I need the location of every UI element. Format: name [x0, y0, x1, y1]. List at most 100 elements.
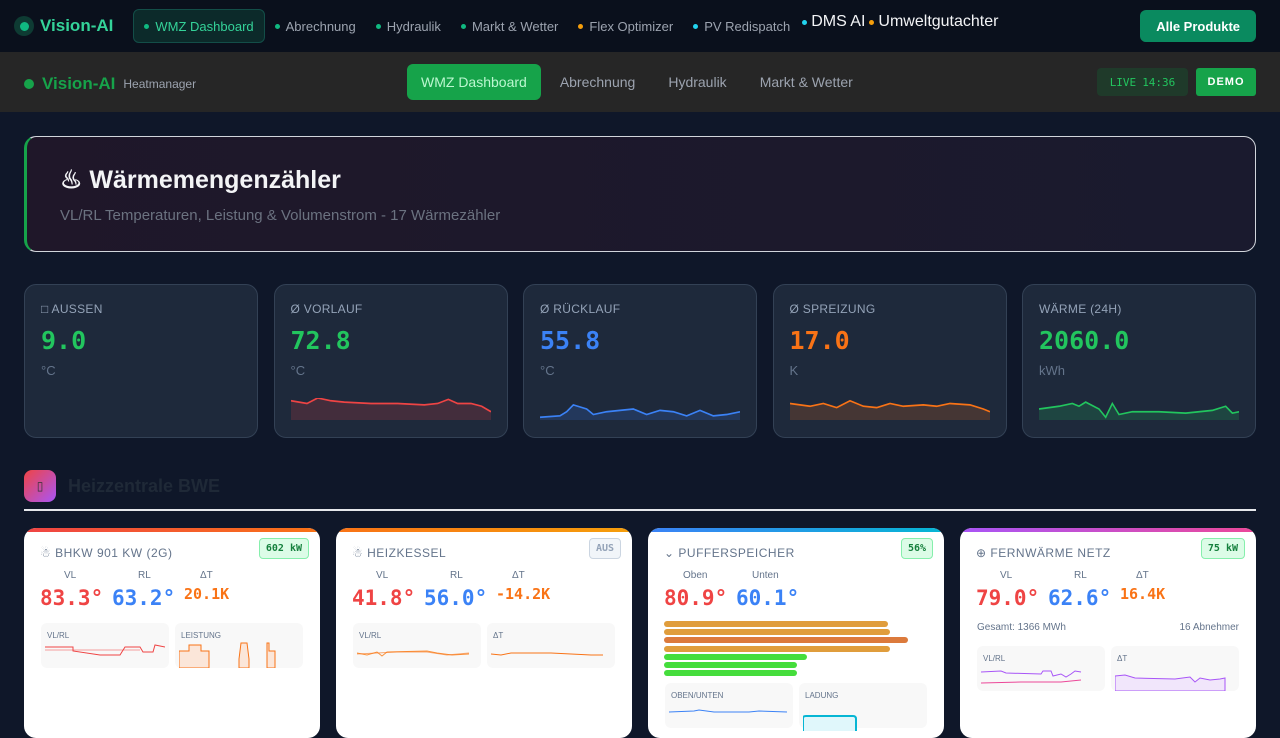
stat-label: Ø VORLAUF: [290, 302, 363, 316]
stat-card[interactable]: Ø SPREIZUNG 17.0 K: [772, 284, 1007, 438]
card-bhkw[interactable]: ☃ BHKW 901 KW (2G) 602 kW VL RL ΔT 83.3°…: [24, 528, 320, 738]
stat-value: 72.8: [290, 326, 351, 355]
chart-ladung: LADUNG: [799, 683, 927, 731]
storage-layer-bar: [664, 645, 891, 652]
label-dt: ΔT: [512, 570, 525, 581]
power-badge: 75 kW: [1200, 538, 1245, 559]
label: Umweltgutachter: [878, 13, 999, 30]
stat-card[interactable]: Ø VORLAUF 72.8 °C: [273, 284, 508, 438]
title: PUFFERSPEICHER: [678, 546, 795, 560]
storage-layer-bar: [664, 653, 807, 660]
app-nav: WMZ Dashboard Abrechnung Hydraulik Markt…: [407, 64, 872, 100]
brand-name: Vision-AI: [40, 16, 114, 35]
app-subtitle: Heatmanager: [123, 77, 197, 91]
stat-value: 55.8: [540, 326, 601, 355]
storage-layer-bar: [664, 662, 797, 668]
value-dt: -14.2K: [496, 585, 551, 603]
label: Hydraulik: [386, 18, 441, 34]
nav-wmz-dashboard[interactable]: WMZ Dashboard: [407, 64, 541, 100]
value-unten: 60.1°: [736, 586, 800, 610]
time: 14:36: [1142, 75, 1176, 89]
storage-layer-bar: [664, 629, 891, 636]
chart-dt: ΔT: [1111, 646, 1239, 691]
brand-logo[interactable]: Vision-AI: [14, 16, 113, 36]
demo-badge[interactable]: DEMO: [1196, 68, 1256, 96]
card-title: ☃ HEIZKESSEL: [352, 546, 446, 560]
fire-icon: ☃: [40, 546, 52, 560]
value-vl: 79.0°: [976, 586, 1040, 610]
live-clock: LIVE 14:36: [1097, 68, 1188, 96]
storage-layer-bar: [664, 621, 888, 627]
card-title: ⊕ FERNWÄRME NETZ: [976, 546, 1111, 560]
label-rl: RL: [138, 570, 151, 581]
chart-leistung: LEISTUNG: [175, 623, 303, 668]
title-text: Wärmemengenzähler: [89, 166, 341, 194]
stat-card[interactable]: WÄRME (24H) 2060.0 kWh: [1022, 284, 1256, 438]
topnav-pv-redispatch[interactable]: PV Redispatch: [683, 9, 800, 43]
topnav-umweltgutachter[interactable]: Umweltgutachter: [867, 5, 1000, 39]
label-dt: ΔT: [1136, 570, 1149, 581]
chart-label: LEISTUNG: [181, 631, 222, 640]
value-dt: 20.1K: [184, 585, 230, 603]
stat-unit: K: [789, 363, 799, 378]
stat-unit: °C: [41, 363, 56, 378]
topnav-wmz-dashboard[interactable]: WMZ Dashboard: [133, 9, 265, 43]
nav-markt-wetter[interactable]: Markt & Wetter: [759, 74, 853, 90]
logo-icon: [14, 16, 34, 36]
chart-label: VL/RL: [47, 631, 70, 640]
nav-hydraulik[interactable]: Hydraulik: [668, 74, 727, 90]
top-navbar: Vision-AI WMZ Dashboard Abrechnung Hydra…: [0, 0, 1280, 52]
status-dot-icon: [24, 79, 34, 89]
label-vl: VL: [64, 570, 77, 581]
stat-card[interactable]: □ AUSSEN 9.0 °C: [24, 284, 258, 438]
status-badge: AUS: [588, 538, 621, 559]
stat-card[interactable]: Ø RÜCKLAUF 55.8 °C: [523, 284, 757, 438]
card-heizkessel[interactable]: ☃ HEIZKESSEL AUS VL RL ΔT 41.8° 56.0° -1…: [336, 528, 632, 738]
page-subtitle: VL/RL Temperaturen, Leistung & Volumenst…: [60, 207, 501, 224]
stat-value: 2060.0: [1039, 326, 1130, 355]
label: Markt & Wetter: [471, 18, 559, 34]
label: PV Redispatch: [704, 18, 791, 34]
topnav-abrechnung[interactable]: Abrechnung: [265, 9, 366, 43]
label-vl: VL: [376, 570, 389, 581]
label: Flex Optimizer: [589, 18, 674, 34]
storage-layer-bar: [664, 637, 909, 644]
card-title: ☃ BHKW 901 KW (2G): [40, 546, 172, 560]
nav-abrechnung[interactable]: Abrechnung: [559, 74, 636, 90]
topnav-hydraulik[interactable]: Hydraulik: [366, 9, 451, 43]
title: FERNWÄRME NETZ: [990, 546, 1111, 560]
label: DMS AI: [811, 13, 866, 30]
label-dt: ΔT: [200, 570, 213, 581]
chart-vl-rl: VL/RL: [353, 623, 481, 668]
total-energy: Gesamt: 1366 MWh: [977, 622, 1066, 633]
sparkline: [789, 399, 990, 420]
stat-value: 9.0: [41, 326, 87, 355]
stat-label: Ø SPREIZUNG: [789, 302, 876, 316]
chart-label: ΔT: [493, 631, 504, 640]
section-header: ▯ Heizzentrale BWE: [24, 470, 220, 502]
topnav-flex-optimizer[interactable]: Flex Optimizer: [568, 9, 683, 43]
label-rl: RL: [1074, 570, 1087, 581]
app-logo[interactable]: Vision-AI Heatmanager: [24, 74, 196, 94]
label-oben: Oben: [683, 570, 708, 581]
live-label: LIVE: [1109, 75, 1137, 89]
value-rl: 56.0°: [424, 586, 488, 610]
chart-label: VL/RL: [983, 654, 1006, 663]
label-rl: RL: [450, 570, 463, 581]
chart-label: VL/RL: [359, 631, 382, 640]
all-products-button[interactable]: Alle Produkte: [1140, 10, 1256, 42]
app-header: Vision-AI Heatmanager WMZ Dashboard Abrec…: [0, 52, 1280, 112]
card-fernwaerme-netz[interactable]: ⊕ FERNWÄRME NETZ 75 kW VL RL ΔT 79.0° 62…: [960, 528, 1256, 738]
sparkline: [290, 398, 491, 420]
globe-icon: ⊕: [976, 546, 987, 560]
value-rl: 63.2°: [112, 586, 176, 610]
value-vl: 41.8°: [352, 586, 416, 610]
chart-oben-unten: OBEN/UNTEN: [665, 683, 793, 728]
sparkline: [540, 403, 740, 420]
stat-label: WÄRME (24H): [1039, 302, 1122, 316]
topnav-markt-wetter[interactable]: Markt & Wetter: [451, 9, 568, 43]
topnav-dms-ai[interactable]: DMS AI: [800, 5, 867, 39]
stat-unit: kWh: [1039, 363, 1065, 378]
chart-label: OBEN/UNTEN: [671, 691, 724, 700]
card-pufferspeicher[interactable]: ⌄ PUFFERSPEICHER 56% Oben Unten 80.9° 60…: [648, 528, 944, 738]
